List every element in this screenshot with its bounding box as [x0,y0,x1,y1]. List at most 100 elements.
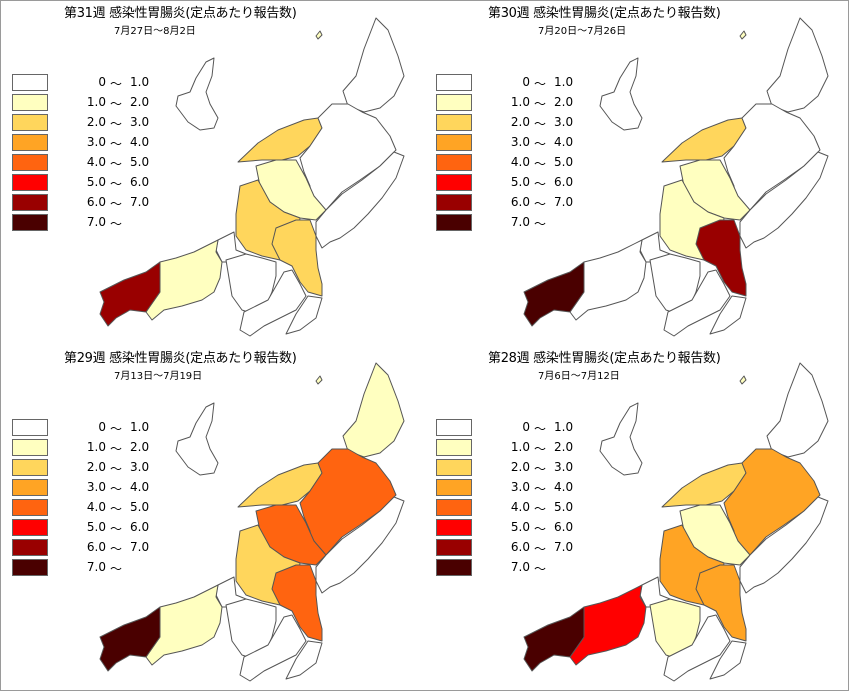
sado-island [599,402,643,476]
legend-low-value: 4.0 [86,500,106,514]
region-coastcenter [299,448,397,556]
legend-swatch [12,559,48,576]
legend-swatch [436,439,472,456]
legend-tilde: ～ [534,502,547,516]
sado-island [175,402,219,476]
legend-swatch [436,134,472,151]
region-rightcenter [271,219,323,297]
legend-low-value: 3.0 [510,135,530,149]
region-westsea [569,584,647,666]
legend-low-value: 2.0 [510,115,530,129]
legend-high-value: 5.0 [554,155,574,169]
legend-swatch [436,519,472,536]
region-southe [285,640,323,680]
legend-tilde: ～ [534,482,547,496]
legend-swatch [436,419,472,436]
legend-tilde: ～ [534,97,547,111]
legend-high-value: 5.0 [554,500,574,514]
awashima-island [739,30,747,40]
region-rightwide [315,496,405,594]
legend-high-value: 2.0 [130,440,150,454]
legend-high-value: 6.0 [130,175,150,189]
legend-low-value: 6.0 [510,195,530,209]
legend-swatch [12,479,48,496]
legend-low-value: 3.0 [86,480,106,494]
legend-low-value: 2.0 [510,460,530,474]
region-north [342,362,405,458]
legend-swatch [12,519,48,536]
legend-high-value: 5.0 [130,500,150,514]
region-southb [239,614,307,682]
legend-low-value: 1.0 [86,440,106,454]
legend-low-value: 3.0 [510,480,530,494]
legend-low-value: 6.0 [86,540,106,554]
panel-date-range: 7月6日～7月12日 [538,371,620,382]
legend-low-value: 2.0 [86,460,106,474]
legend-low-value: 0 [98,75,106,89]
legend-swatch [436,459,472,476]
legend-tilde: ～ [110,197,123,211]
legend-low-value: 7.0 [510,215,530,229]
legend-swatch [12,114,48,131]
legend-high-value: 4.0 [554,135,574,149]
legend-high-value: 2.0 [554,440,574,454]
panel-title: 第29週 感染性胃腸炎(定点あたり報告数) [64,351,297,366]
region-rightcenter [271,564,323,642]
legend-high-value: 6.0 [554,520,574,534]
legend-tilde: ～ [110,522,123,536]
legend-tilde: ～ [110,542,123,556]
panel-date-range: 7月13日～7月19日 [114,371,203,382]
legend-tilde: ～ [110,502,123,516]
legend-swatch [12,74,48,91]
niigata-map [99,362,405,682]
legend-tilde: ～ [110,117,123,131]
legend-swatch [436,174,472,191]
region-southe [709,640,747,680]
region-westend [523,606,585,672]
region-rightcenter [695,219,747,297]
region-rightwide [739,496,829,594]
legend-high-value: 3.0 [130,460,150,474]
legend-tilde: ～ [110,77,123,91]
legend-swatch [436,154,472,171]
region-north [766,362,829,458]
region-westsea [145,584,223,666]
legend-low-value: 6.0 [510,540,530,554]
legend-tilde: ～ [110,137,123,151]
legend-swatch [12,214,48,231]
region-southe [709,295,747,335]
legend-swatch [12,94,48,111]
legend-tilde: ～ [534,562,547,576]
legend-swatch [436,74,472,91]
legend-high-value: 7.0 [554,540,574,554]
legend-low-value: 7.0 [510,560,530,574]
region-north [342,17,405,113]
legend-tilde: ～ [534,197,547,211]
region-southe [285,295,323,335]
legend-high-value: 7.0 [130,195,150,209]
legend-tilde: ～ [110,157,123,171]
niigata-map [99,17,405,337]
awashima-island [315,30,323,40]
legend-tilde: ～ [534,177,547,191]
region-north [766,17,829,113]
legend-low-value: 6.0 [86,195,106,209]
legend-tilde: ～ [110,482,123,496]
legend-high-value: 1.0 [554,75,574,89]
legend-high-value: 3.0 [130,115,150,129]
legend-low-value: 4.0 [510,500,530,514]
legend-low-value: 7.0 [86,215,106,229]
legend-high-value: 2.0 [130,95,150,109]
legend-tilde: ～ [534,542,547,556]
legend-tilde: ～ [534,522,547,536]
legend-high-value: 6.0 [130,520,150,534]
region-southb [239,269,307,337]
sado-island [599,57,643,131]
legend-swatch [12,134,48,151]
legend-swatch [436,559,472,576]
map-panel-3: 第28週 感染性胃腸炎(定点あたり報告数) 7月6日～7月12日 0 ～ 1.0 1.0 ～… [424,345,848,690]
legend-tilde: ～ [110,217,123,231]
region-westend [523,261,585,327]
legend-high-value: 3.0 [554,460,574,474]
legend-swatch [436,94,472,111]
